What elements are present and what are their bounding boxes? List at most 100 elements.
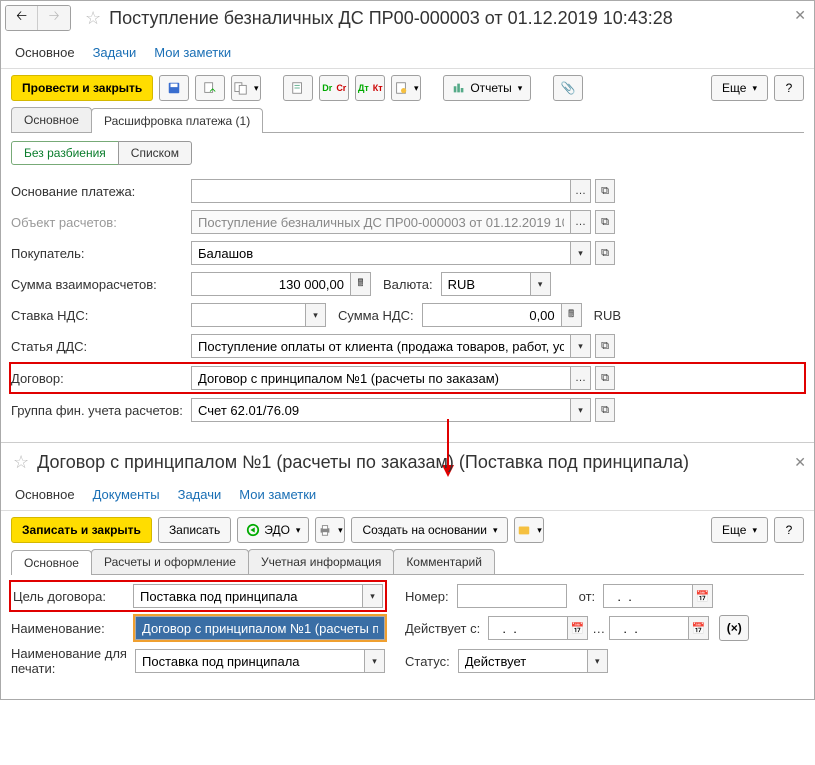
toggle-nosplit[interactable]: Без разбиения [11, 141, 119, 165]
valid-to-picker[interactable]: 📅 [689, 616, 709, 640]
help-button[interactable]: ? [774, 517, 804, 543]
basis-input[interactable] [191, 179, 571, 203]
object-open-button[interactable]: ⧉ [595, 210, 615, 234]
window-title: Договор с принципалом №1 (расчеты по зак… [37, 452, 689, 473]
contract-open-button[interactable]: ⧉ [595, 366, 615, 390]
files-button[interactable]: ▾ [514, 517, 544, 543]
save-button[interactable]: Записать [158, 517, 231, 543]
contract-label: Договор: [11, 371, 191, 386]
tab-notes[interactable]: Мои заметки [237, 483, 318, 506]
settings-button[interactable]: ▾ [391, 75, 421, 101]
create-based-button[interactable]: ▾ [231, 75, 261, 101]
object-label: Объект расчетов: [11, 215, 191, 230]
currency-input[interactable] [441, 272, 531, 296]
tab-docs[interactable]: Документы [91, 483, 162, 506]
tab-tasks[interactable]: Задачи [176, 483, 224, 506]
object-select-button[interactable]: … [571, 210, 591, 234]
tab-main[interactable]: Основное [13, 483, 77, 506]
purpose-dropdown-button[interactable]: ▾ [363, 584, 383, 608]
favorite-star-icon[interactable]: ☆ [85, 8, 101, 29]
structure-button[interactable] [283, 75, 313, 101]
toggle-list[interactable]: Списком [118, 141, 192, 165]
vatsum-label: Сумма НДС: [338, 308, 414, 323]
strip-tab-calc[interactable]: Расчеты и оформление [91, 549, 249, 574]
vatsum-input[interactable] [422, 303, 562, 327]
valid-label: Действует с: [405, 621, 480, 636]
save-button[interactable] [159, 75, 189, 101]
tab-main[interactable]: Основное [13, 41, 77, 64]
attach-button[interactable]: 📎 [553, 75, 583, 101]
fingroup-input[interactable] [191, 398, 571, 422]
tab-tasks[interactable]: Задачи [91, 41, 139, 64]
object-input [191, 210, 571, 234]
purpose-label: Цель договора: [13, 589, 133, 604]
dds-dropdown-button[interactable]: ▾ [571, 334, 591, 358]
vatrate-label: Ставка НДС: [11, 308, 191, 323]
drcr-button[interactable]: DrCr [319, 75, 349, 101]
dtkt-button[interactable]: ДтКт [355, 75, 385, 101]
strip-tab-main[interactable]: Основное [11, 107, 92, 132]
tab-notes[interactable]: Мои заметки [152, 41, 233, 64]
extra-button[interactable]: (×) [719, 615, 749, 641]
purpose-input[interactable] [133, 584, 363, 608]
dds-input[interactable] [191, 334, 571, 358]
favorite-star-icon[interactable]: ☆ [13, 452, 29, 473]
currency-dropdown-button[interactable]: ▾ [531, 272, 551, 296]
dds-open-button[interactable]: ⧉ [595, 334, 615, 358]
strip-tab-acc[interactable]: Учетная информация [248, 549, 394, 574]
more-button[interactable]: Еще▾ [711, 75, 768, 101]
name-label: Наименование: [11, 621, 135, 636]
basis-select-button[interactable]: … [571, 179, 591, 203]
vatrate-input[interactable] [191, 303, 306, 327]
print-name-input[interactable] [135, 649, 365, 673]
more-button[interactable]: Еще▾ [711, 517, 768, 543]
sum-input[interactable] [191, 272, 351, 296]
buyer-input[interactable] [191, 241, 571, 265]
from-date-input[interactable] [603, 584, 693, 608]
create-based-button[interactable]: Создать на основании▾ [351, 517, 508, 543]
number-label: Номер: [405, 589, 449, 604]
post-and-close-button[interactable]: Провести и закрыть [11, 75, 153, 101]
buyer-open-button[interactable]: ⧉ [595, 241, 615, 265]
fingroup-open-button[interactable]: ⧉ [595, 398, 615, 422]
nav-back-button[interactable]: 🡠 [6, 6, 38, 30]
sum-calc-button[interactable]: 🖩 [351, 272, 371, 296]
vatsum-calc-button[interactable]: 🖩 [562, 303, 582, 327]
vat-cur: RUB [594, 308, 621, 323]
status-dropdown[interactable]: ▾ [588, 649, 608, 673]
buyer-dropdown-button[interactable]: ▾ [571, 241, 591, 265]
sum-label: Сумма взаиморасчетов: [11, 277, 191, 292]
contract-select-button[interactable]: … [571, 366, 591, 390]
post-button[interactable] [195, 75, 225, 101]
vatrate-dropdown-button[interactable]: ▾ [306, 303, 326, 327]
basis-label: Основание платежа: [11, 184, 191, 199]
strip-tab-comm[interactable]: Комментарий [393, 549, 495, 574]
basis-open-button[interactable]: ⧉ [595, 179, 615, 203]
from-label: от: [579, 589, 596, 604]
save-and-close-button[interactable]: Записать и закрыть [11, 517, 152, 543]
number-input[interactable] [457, 584, 567, 608]
print-button[interactable]: ▾ [315, 517, 345, 543]
reports-button[interactable]: Отчеты▾ [443, 75, 531, 101]
contract-input[interactable] [191, 366, 571, 390]
valid-from-input[interactable] [488, 616, 568, 640]
strip-tab-detail[interactable]: Расшифровка платежа (1) [91, 108, 263, 133]
status-label: Статус: [405, 654, 450, 669]
nav-forward-button[interactable]: 🡢 [38, 6, 70, 30]
name-input[interactable] [135, 616, 385, 640]
currency-label: Валюта: [383, 277, 433, 292]
help-button[interactable]: ? [774, 75, 804, 101]
buyer-label: Покупатель: [11, 246, 191, 261]
from-date-picker[interactable]: 📅 [693, 584, 713, 608]
status-input[interactable] [458, 649, 588, 673]
valid-to-input[interactable] [609, 616, 689, 640]
window-title: Поступление безналичных ДС ПР00-000003 о… [109, 8, 673, 29]
print-name-dropdown[interactable]: ▾ [365, 649, 385, 673]
fingroup-dropdown-button[interactable]: ▾ [571, 398, 591, 422]
close-icon[interactable]: ✕ [794, 454, 806, 471]
edo-button[interactable]: ЭДО▾ [237, 517, 309, 543]
dds-label: Статья ДДС: [11, 339, 191, 354]
strip-tab-main[interactable]: Основное [11, 550, 92, 575]
close-icon[interactable]: ✕ [794, 7, 806, 24]
valid-from-picker[interactable]: 📅 [568, 616, 588, 640]
